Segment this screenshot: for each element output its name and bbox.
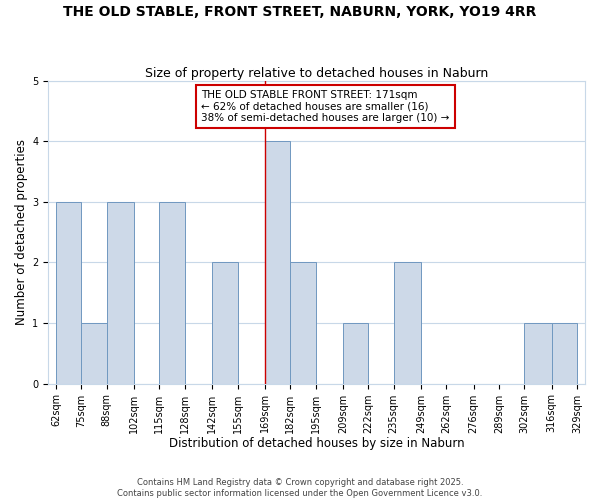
Bar xyxy=(265,142,290,384)
Bar xyxy=(552,323,577,384)
Bar xyxy=(394,262,421,384)
Bar xyxy=(212,262,238,384)
Bar xyxy=(160,202,185,384)
Title: Size of property relative to detached houses in Naburn: Size of property relative to detached ho… xyxy=(145,66,488,80)
Bar xyxy=(56,202,82,384)
Bar xyxy=(290,262,316,384)
Y-axis label: Number of detached properties: Number of detached properties xyxy=(15,139,28,325)
Text: THE OLD STABLE FRONT STREET: 171sqm
← 62% of detached houses are smaller (16)
38: THE OLD STABLE FRONT STREET: 171sqm ← 62… xyxy=(201,90,449,123)
Bar xyxy=(343,323,368,384)
Bar xyxy=(107,202,134,384)
Bar xyxy=(524,323,552,384)
Text: Contains HM Land Registry data © Crown copyright and database right 2025.
Contai: Contains HM Land Registry data © Crown c… xyxy=(118,478,482,498)
Bar xyxy=(82,323,107,384)
Text: THE OLD STABLE, FRONT STREET, NABURN, YORK, YO19 4RR: THE OLD STABLE, FRONT STREET, NABURN, YO… xyxy=(64,5,536,19)
X-axis label: Distribution of detached houses by size in Naburn: Distribution of detached houses by size … xyxy=(169,437,464,450)
